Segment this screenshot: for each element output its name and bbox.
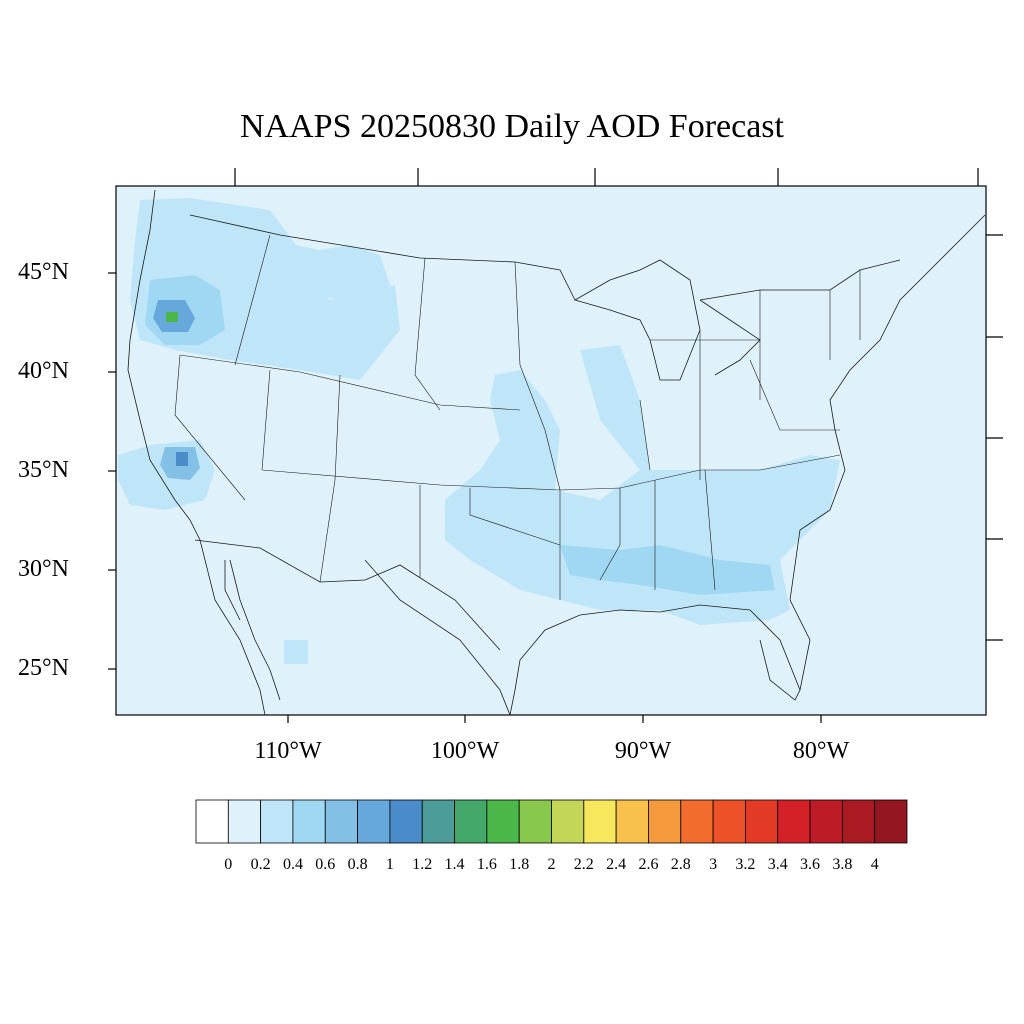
colorbar-swatch (551, 799, 585, 844)
colorbar-tick-label: 3.8 (832, 856, 853, 873)
lat-label-25n: 25°N (18, 655, 69, 681)
state-lines (174, 234, 861, 600)
aod-field (118, 198, 840, 664)
colorbar (195, 799, 908, 844)
coastlines-and-borders (127, 189, 986, 715)
aod-region-gulf-coast (560, 545, 775, 595)
colorbar-tick-label: 0.6 (315, 856, 336, 873)
lon-label-90w: 90°W (614, 738, 672, 764)
lat-label-35n: 35°N (18, 457, 69, 483)
colorbar-tick-label: 0.8 (347, 856, 368, 873)
aod-region-socal-peak (176, 452, 188, 466)
colorbar-tick-label: 1.6 (476, 856, 497, 873)
map-frame (115, 185, 987, 716)
colorbar-tick-label: 0.2 (250, 856, 271, 873)
colorbar-tick-label: 1 (385, 856, 394, 873)
colorbar-tick-label: 1.4 (444, 856, 465, 873)
lat-label-30n: 30°N (18, 556, 69, 582)
colorbar-swatch (227, 799, 262, 844)
lon-label-100w: 100°W (430, 738, 500, 764)
colorbar-swatch (841, 799, 876, 844)
colorbar-tick-label: 0 (224, 856, 233, 873)
colorbar-tick-label: 0.4 (283, 856, 303, 873)
colorbar-swatch (454, 799, 488, 844)
colorbar-tick-label: 3 (709, 856, 718, 873)
colorbar-swatch (777, 799, 811, 844)
colorbar-tick-label: 2.8 (670, 856, 691, 873)
gulf-coast (364, 559, 801, 715)
colorbar-swatch (292, 799, 326, 844)
colorbar-swatch (712, 799, 746, 844)
aod-region-baja (284, 640, 308, 664)
lat-label-45n: 45°N (18, 259, 69, 285)
colorbar-swatch (195, 799, 229, 844)
colorbar-swatch (874, 799, 908, 844)
colorbar-tick-label: 3.6 (800, 856, 820, 873)
colorbar-tick-label: 2.4 (606, 856, 627, 873)
colorbar-swatch (421, 799, 455, 844)
colorbar-tick-label: 4 (870, 856, 879, 873)
colorbar-swatch (583, 799, 617, 844)
colorbar-swatch (324, 799, 358, 844)
colorbar-swatch (389, 799, 423, 844)
lon-label-110w: 110°W (254, 738, 322, 764)
colorbar-swatch (357, 799, 391, 844)
colorbar-tick-label: 2.2 (573, 856, 594, 873)
colorbar-tick-label: 2 (547, 856, 556, 873)
east-coastline (789, 214, 986, 691)
colorbar-swatch (486, 799, 520, 844)
colorbar-swatch (260, 799, 294, 844)
colorbar-tick-label: 3.2 (735, 856, 756, 873)
colorbar-swatch (809, 799, 843, 844)
baja-coast (224, 559, 281, 701)
axis-ticks (108, 168, 1003, 723)
colorbar-swatch (615, 799, 649, 844)
colorbar-swatch (745, 799, 779, 844)
lat-label-40n: 40°N (18, 358, 69, 384)
aod-region-montana (270, 240, 395, 300)
colorbar-swatch (680, 799, 714, 844)
colorbar-tick-label: 1.8 (509, 856, 530, 873)
colorbar-swatch (648, 799, 682, 844)
lon-label-80w: 80°W (792, 738, 850, 764)
west-coastline (127, 189, 266, 715)
figure-title: NAAPS 20250830 Daily AOD Forecast (240, 108, 784, 145)
aod-region-oregon-max (166, 312, 178, 322)
us-mexico-border (194, 539, 501, 651)
aod-region-plains (445, 345, 840, 625)
colorbar-swatch (518, 799, 552, 844)
colorbar-tick-label: 3.4 (767, 856, 788, 873)
colorbar-tick-label: 1.2 (412, 856, 433, 873)
colorbar-tick-label: 2.6 (638, 856, 659, 873)
